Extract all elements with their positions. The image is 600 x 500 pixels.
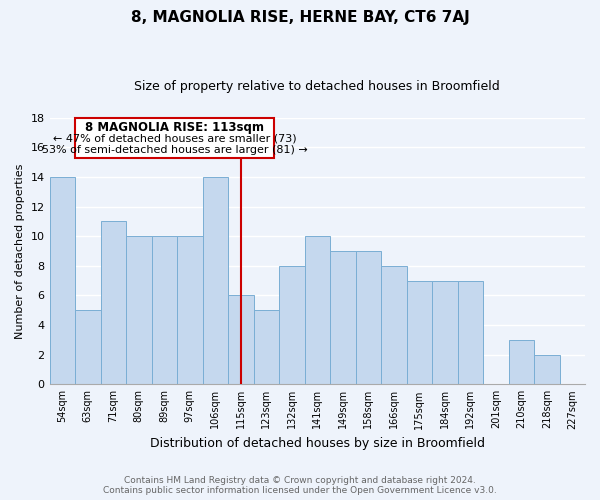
FancyBboxPatch shape [75,118,274,158]
Bar [177,236,203,384]
Bar [228,296,254,384]
Bar [101,222,126,384]
Text: 53% of semi-detached houses are larger (81) →: 53% of semi-detached houses are larger (… [41,145,307,155]
X-axis label: Distribution of detached houses by size in Broomfield: Distribution of detached houses by size … [150,437,485,450]
Bar [534,354,560,384]
Bar [407,280,432,384]
Title: Size of property relative to detached houses in Broomfield: Size of property relative to detached ho… [134,80,500,93]
Bar [381,266,407,384]
Text: 8, MAGNOLIA RISE, HERNE BAY, CT6 7AJ: 8, MAGNOLIA RISE, HERNE BAY, CT6 7AJ [131,10,469,25]
Bar [279,266,305,384]
Text: 8 MAGNOLIA RISE: 113sqm: 8 MAGNOLIA RISE: 113sqm [85,122,264,134]
Bar [356,251,381,384]
Bar [432,280,458,384]
Bar [509,340,534,384]
Text: Contains HM Land Registry data © Crown copyright and database right 2024.
Contai: Contains HM Land Registry data © Crown c… [103,476,497,495]
Bar [254,310,279,384]
Bar [330,251,356,384]
Bar [152,236,177,384]
Bar [203,177,228,384]
Bar [305,236,330,384]
Bar [126,236,152,384]
Bar [50,177,75,384]
Bar [458,280,483,384]
Text: ← 47% of detached houses are smaller (73): ← 47% of detached houses are smaller (73… [53,134,296,143]
Bar [75,310,101,384]
Y-axis label: Number of detached properties: Number of detached properties [15,164,25,338]
